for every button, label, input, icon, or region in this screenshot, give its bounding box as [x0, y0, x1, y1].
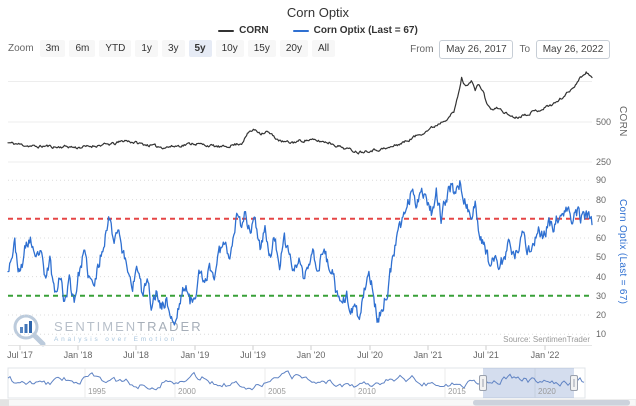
scrollbar-track[interactable] [0, 399, 636, 406]
legend-label-corn-optix: Corn Optix (Last = 67) [313, 25, 418, 36]
optix-tick-30: 30 [596, 291, 607, 301]
corn-price-series [7, 71, 593, 155]
zoom-label: Zoom [8, 43, 34, 54]
optix-tick-60: 60 [596, 233, 607, 243]
navigator-left-handle[interactable] [479, 375, 487, 391]
optix-tick-40: 40 [596, 272, 607, 282]
legend: CORN Corn Optix (Last = 67) [0, 25, 636, 36]
optix-tick-90: 90 [596, 175, 607, 185]
x-label-jul17: Jul '17 [7, 350, 33, 360]
optix-tick-80: 80 [596, 195, 607, 205]
optix-tick-50: 50 [596, 252, 607, 262]
price-tick-500: 500 [596, 117, 612, 127]
watermark: SENTIMENTRADER Analysis over Emotion [10, 312, 203, 350]
zoom-button-6m[interactable]: 6m [69, 40, 96, 57]
x-label-jan19: Jan '19 [180, 350, 210, 360]
from-date-input[interactable] [439, 40, 514, 59]
optix-axis-title: Corn Optix (Last = 67) [617, 199, 628, 305]
scrollbar-thumb[interactable] [473, 400, 630, 406]
corn-optix-line-swatch [292, 29, 309, 32]
range-selector-buttons: Zoom 3m 6m YTD 1y 3y 5y 10y 15y 20y All [8, 40, 336, 57]
sentimentrader-logo-icon [13, 314, 46, 347]
zoom-button-5y[interactable]: 5y [188, 40, 212, 57]
x-label-jan20: Jan '20 [296, 350, 326, 360]
nav-year-2005: 2005 [268, 387, 286, 396]
navigator-selection[interactable] [483, 368, 574, 398]
zoom-button-1y[interactable]: 1y [135, 40, 158, 57]
nav-year-2000: 2000 [178, 387, 196, 396]
watermark-tagline: Analysis over Emotion [54, 335, 178, 343]
chart-title: Corn Optix [286, 5, 350, 20]
x-label-jul21: Jul '21 [473, 350, 499, 360]
to-date-input[interactable] [536, 40, 610, 59]
zoom-button-3y[interactable]: 3y [161, 40, 185, 57]
corn-optix-series [7, 180, 593, 326]
legend-item-corn-optix[interactable]: Corn Optix (Last = 67) [292, 25, 418, 36]
navigator-track[interactable] [7, 367, 586, 399]
zoom-button-10y[interactable]: 10y [215, 40, 244, 57]
zoom-button-20y[interactable]: 20y [279, 40, 308, 57]
price-tick-250: 250 [596, 157, 612, 167]
watermark-name: SENTIMENTRADER [54, 318, 203, 334]
zoom-button-ytd[interactable]: YTD [99, 40, 132, 57]
nav-year-2010: 2010 [358, 387, 376, 396]
date-range-inputs: From To [410, 40, 610, 59]
navigator-right-handle[interactable] [570, 375, 578, 391]
navigator-series [7, 370, 585, 391]
scrollbar-left-button[interactable] [0, 399, 9, 406]
optix-tick-70: 70 [596, 214, 607, 224]
optix-tick-20: 20 [596, 310, 607, 320]
x-label-jul18: Jul '18 [123, 350, 149, 360]
zoom-button-15y[interactable]: 15y [247, 40, 276, 57]
legend-item-corn[interactable]: CORN [218, 25, 269, 36]
to-label: To [519, 44, 530, 55]
price-axis-title: CORN [617, 106, 628, 137]
nav-year-1995: 1995 [88, 387, 106, 396]
corn-line-swatch [218, 29, 235, 32]
source-credit: Source: SentimenTrader [503, 335, 590, 344]
x-label-jul20: Jul '20 [357, 350, 383, 360]
legend-label-corn: CORN [239, 25, 269, 36]
from-label: From [410, 44, 434, 55]
zoom-button-3m[interactable]: 3m [39, 40, 66, 57]
x-label-jul19: Jul '19 [240, 350, 266, 360]
nav-year-2015: 2015 [448, 387, 466, 396]
optix-tick-10: 10 [596, 329, 607, 339]
x-axis-ticks [19, 345, 546, 350]
zoom-button-all[interactable]: All [312, 40, 336, 57]
nav-year-2020: 2020 [538, 387, 556, 396]
x-label-jan18: Jan '18 [63, 350, 93, 360]
x-label-jan22: Jan '22 [530, 350, 560, 360]
x-label-jan21: Jan '21 [413, 350, 443, 360]
